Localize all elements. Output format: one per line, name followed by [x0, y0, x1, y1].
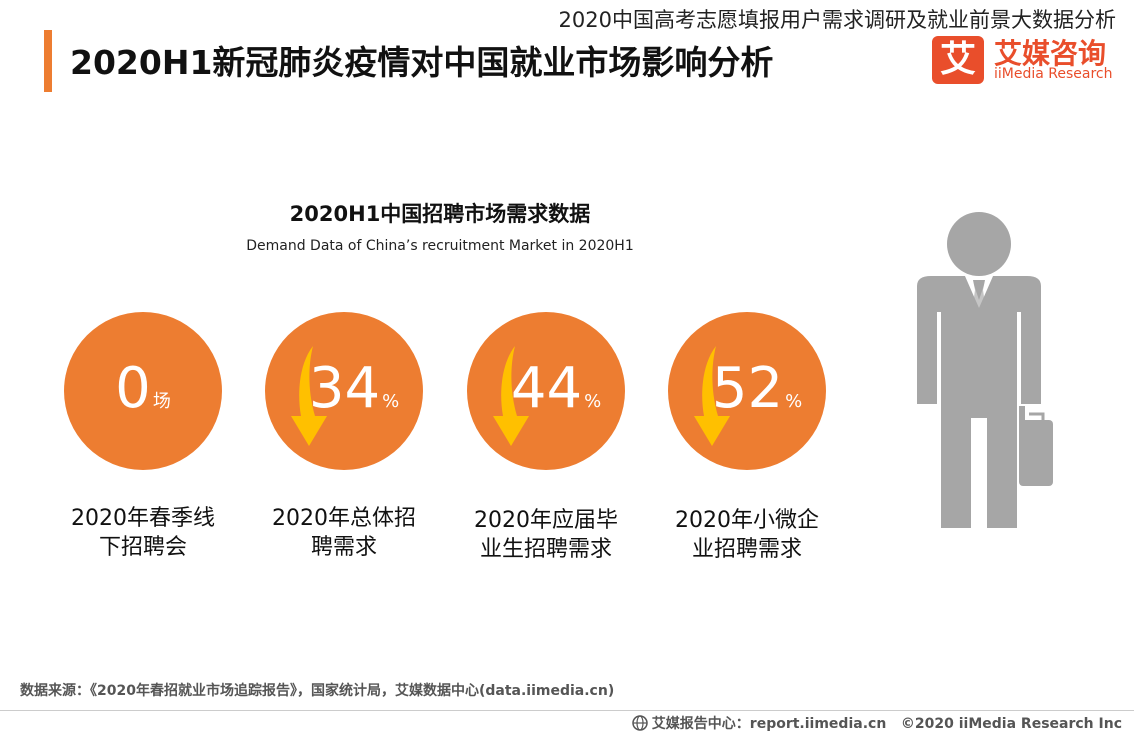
footer-bar: 艾媒报告中心：report.iimedia.cn ©2020 iiMedia R…: [632, 713, 1122, 733]
metric-label-line: 下招聘会: [98, 535, 187, 560]
down-arrow-icon: [493, 346, 529, 446]
chart-title: 2020H1中国招聘市场需求数据: [289, 202, 591, 226]
footer-divider: [0, 710, 1134, 711]
logo-cn-text: 艾媒咨询: [994, 37, 1107, 70]
metric-circle: 52%: [668, 312, 826, 470]
metric-unit: 场: [152, 391, 171, 412]
metric-value-wrap: 34%: [285, 356, 423, 421]
report-center-link[interactable]: 艾媒报告中心：report.iimedia.cn: [651, 716, 887, 732]
metric-label-line: 2020年总体招: [272, 506, 416, 531]
page-title: 2020H1新冠肺炎疫情对中国就业市场影响分析: [70, 43, 774, 82]
metric-value: 0: [115, 356, 151, 421]
metric-value: 52: [711, 356, 784, 421]
metric-circle: 44%: [467, 312, 625, 470]
down-arrow-icon: [694, 346, 730, 446]
logo-en-text: iiMedia Research: [994, 66, 1113, 82]
metric-unit: %: [382, 391, 400, 412]
copyright-text: ©2020 iiMedia Research Inc: [900, 716, 1122, 732]
metric-label-line: 2020年小微企: [675, 508, 819, 533]
metric-label-line: 聘需求: [310, 535, 377, 560]
logo-mark: 艾: [932, 36, 984, 84]
metric-label: 2020年应届毕 业生招聘需求: [445, 506, 647, 564]
businessman-icon: [917, 212, 1053, 528]
metric-label: 2020年小微企 业招聘需求: [646, 506, 848, 564]
report-title: 2020中国高考志愿填报用户需求调研及就业前景大数据分析: [558, 8, 1116, 32]
metric-value: 44: [510, 356, 583, 421]
metric-unit: %: [584, 391, 602, 412]
metric-label: 2020年春季线 下招聘会: [42, 504, 244, 562]
metric-label: 2020年总体招 聘需求: [243, 504, 445, 562]
metric-label-line: 2020年应届毕: [474, 508, 618, 533]
title-accent-bar: [44, 30, 52, 92]
metric-label-line: 业招聘需求: [691, 537, 802, 562]
metric-unit: %: [785, 391, 803, 412]
data-source: 数据来源：《2020年春招就业市场追踪报告》，国家统计局，艾媒数据中心(data…: [20, 683, 615, 699]
metric-value-wrap: 52%: [688, 356, 826, 421]
iimedia-logo: 艾 艾媒咨询 iiMedia Research: [932, 32, 1117, 88]
globe-icon: [632, 715, 648, 731]
metric-circle: 34%: [265, 312, 423, 470]
metric-label-line: 业生招聘需求: [479, 537, 612, 562]
metric-value-wrap: 44%: [487, 356, 625, 421]
metric-value: 34: [308, 356, 381, 421]
metric-label-line: 2020年春季线: [71, 506, 215, 531]
down-arrow-icon: [291, 346, 327, 446]
chart-subtitle: Demand Data of China’s recruitment Marke…: [246, 238, 634, 254]
